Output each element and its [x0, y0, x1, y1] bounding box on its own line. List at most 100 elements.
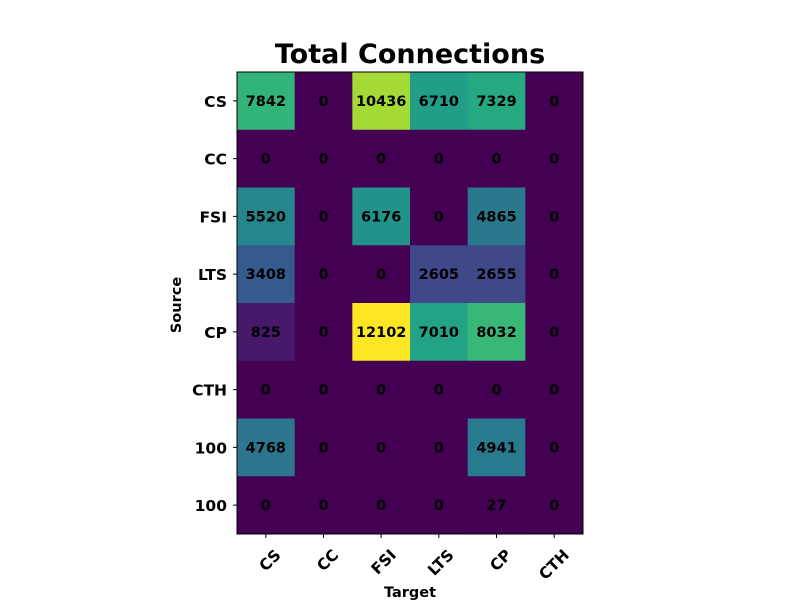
heatmap-cell [352, 418, 411, 477]
heatmap-cell [467, 129, 526, 188]
cell-value-label: 6710 [419, 94, 459, 110]
heatmap-cell [294, 129, 353, 188]
cell-value-label: 5520 [246, 209, 286, 225]
cell-value-label: 4941 [476, 440, 516, 456]
x-tick-label: LTS [424, 546, 457, 579]
cell-value-label: 0 [376, 267, 386, 283]
cell-value-label: 0 [261, 383, 271, 399]
cell-value-label: 0 [434, 440, 444, 456]
y-tick-label: CC [204, 151, 227, 169]
y-tick-label: CP [204, 324, 227, 342]
heatmap-cell [237, 418, 296, 477]
cell-value-label: 0 [491, 383, 501, 399]
cell-value-label: 0 [318, 440, 328, 456]
cell-value-label: 0 [549, 267, 559, 283]
cell-value-label: 0 [261, 498, 271, 514]
x-tick-label: FSI [368, 546, 400, 578]
cell-value-label: 7010 [419, 325, 459, 341]
heatmap-cell [237, 129, 296, 188]
cell-value-label: 0 [549, 383, 559, 399]
heatmap-cell [525, 129, 584, 188]
heatmap-cell [525, 418, 584, 477]
cell-value-label: 0 [491, 152, 501, 168]
heatmap-cell [467, 360, 526, 419]
cell-value-label: 0 [318, 267, 328, 283]
heatmap-cell [410, 72, 469, 131]
cell-value-label: 7842 [246, 94, 286, 110]
cell-value-label: 0 [549, 325, 559, 341]
heatmap-cell [410, 360, 469, 419]
heatmap-cell [294, 303, 353, 362]
cell-value-label: 0 [318, 152, 328, 168]
heatmap-cell [410, 187, 469, 246]
heatmap-cell [352, 72, 411, 131]
cell-value-label: 0 [434, 383, 444, 399]
heatmap-cell [467, 72, 526, 131]
heatmap-cell [525, 303, 584, 362]
heatmap-cell [237, 303, 296, 362]
cell-value-label: 0 [261, 152, 271, 168]
cell-value-label: 8032 [476, 325, 516, 341]
y-tick-label: LTS [198, 266, 227, 284]
cell-value-label: 2605 [419, 267, 459, 283]
cell-value-label: 0 [549, 152, 559, 168]
heatmap-cell [294, 360, 353, 419]
cell-value-label: 0 [318, 325, 328, 341]
cell-value-label: 0 [434, 498, 444, 514]
plot-frame [236, 71, 584, 535]
x-tick-label: CTH [535, 546, 572, 583]
heatmap-cell [237, 360, 296, 419]
cell-value-label: 0 [318, 209, 328, 225]
cell-value-label: 0 [376, 152, 386, 168]
heatmap-cell [294, 187, 353, 246]
cell-value-label: 6176 [361, 209, 401, 225]
heatmap-cell [294, 418, 353, 477]
cell-value-label: 825 [251, 325, 281, 341]
cell-value-label: 0 [376, 498, 386, 514]
cell-value-label: 2655 [476, 267, 516, 283]
cell-value-label: 12102 [356, 325, 406, 341]
cell-value-label: 27 [486, 498, 506, 514]
y-axis-label: Source [169, 277, 185, 333]
heatmap-cell [352, 187, 411, 246]
heatmap-cell [467, 476, 526, 535]
heatmap-cell [237, 72, 296, 131]
heatmap-cell [352, 245, 411, 304]
heatmap-cell [525, 245, 584, 304]
heatmap-cell [352, 476, 411, 535]
x-axis-label: Target [384, 585, 436, 600]
heatmap-cell [410, 476, 469, 535]
heatmap-cell [467, 187, 526, 246]
heatmap-cell [467, 418, 526, 477]
heatmap-cell [352, 360, 411, 419]
y-tick-label: CTH [192, 382, 227, 400]
heatmap-cell [294, 476, 353, 535]
cell-value-label: 0 [376, 383, 386, 399]
heatmap-cell [237, 245, 296, 304]
cell-value-label: 0 [434, 152, 444, 168]
x-tick-label: CP [486, 546, 515, 575]
cell-value-label: 4768 [246, 440, 286, 456]
heatmap-cell-labels: 7842 0 10436 6710 7329 0 0 0 0 0 0 0 5520 0 6176 0 4865 0… [246, 94, 560, 514]
cell-value-label: 0 [318, 94, 328, 110]
cell-value-label: 0 [318, 498, 328, 514]
cell-value-label: 0 [549, 209, 559, 225]
cell-value-label: 4865 [476, 209, 516, 225]
x-tick-label: CS [256, 546, 285, 575]
heatmap-cell [525, 187, 584, 246]
cell-value-label: 10436 [356, 94, 406, 110]
cell-value-label: 0 [549, 440, 559, 456]
y-tick-label: CS [204, 93, 227, 111]
cell-value-label: 0 [549, 498, 559, 514]
heatmap-cell [525, 72, 584, 131]
cell-value-label: 0 [376, 440, 386, 456]
x-axis-ticks: CS CC FSI LTS CP CTH [256, 534, 573, 583]
heatmap-cell [525, 360, 584, 419]
cell-value-label: 0 [318, 383, 328, 399]
heatmap-cell [467, 245, 526, 304]
heatmap-cell [294, 245, 353, 304]
chart-title: Total Connections [275, 39, 545, 70]
heatmap-cell [352, 303, 411, 362]
y-tick-label: 100 [195, 439, 228, 457]
